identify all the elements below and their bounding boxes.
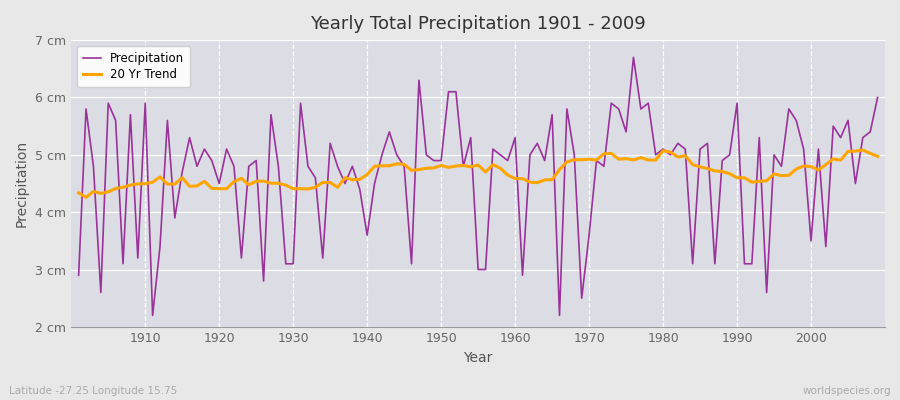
20 Yr Trend <box>302 186 313 191</box>
Title: Yearly Total Precipitation 1901 - 2009: Yearly Total Precipitation 1901 - 2009 <box>310 15 646 33</box>
20 Yr Trend <box>81 195 92 200</box>
20 Yr Trend <box>347 177 358 182</box>
20 Yr Trend <box>518 176 528 181</box>
20 Yr Trend <box>509 176 520 181</box>
Precipitation <box>132 256 143 260</box>
Precipitation <box>872 95 883 100</box>
Line: Precipitation: Precipitation <box>78 57 878 316</box>
20 Yr Trend <box>606 151 616 156</box>
X-axis label: Year: Year <box>464 351 493 365</box>
Text: Latitude -27.25 Longitude 15.75: Latitude -27.25 Longitude 15.75 <box>9 386 177 396</box>
Precipitation <box>509 135 520 140</box>
Precipitation <box>73 273 84 278</box>
20 Yr Trend <box>872 154 883 159</box>
Legend: Precipitation, 20 Yr Trend: Precipitation, 20 Yr Trend <box>77 46 190 87</box>
Precipitation <box>347 164 358 169</box>
Precipitation <box>606 101 616 106</box>
Text: worldspecies.org: worldspecies.org <box>803 386 891 396</box>
20 Yr Trend <box>140 181 150 186</box>
Precipitation <box>518 273 528 278</box>
Precipitation <box>302 164 313 169</box>
Line: 20 Yr Trend: 20 Yr Trend <box>78 150 878 197</box>
20 Yr Trend <box>858 148 868 152</box>
Precipitation <box>148 313 158 318</box>
20 Yr Trend <box>73 190 84 195</box>
Precipitation <box>628 55 639 60</box>
Y-axis label: Precipitation: Precipitation <box>15 140 29 227</box>
